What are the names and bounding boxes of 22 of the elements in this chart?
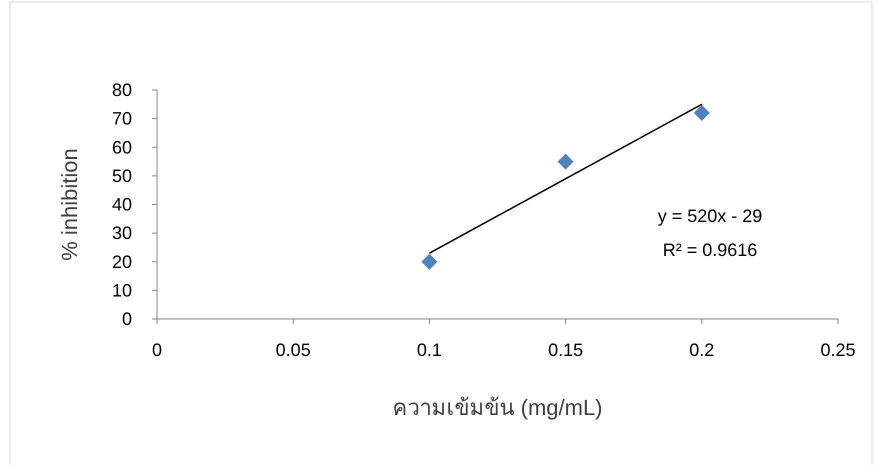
x-tick-label: 0.05 [276,340,311,360]
y-tick-label: 80 [112,80,132,100]
x-tick-label: 0.1 [416,340,442,360]
annotation: R² = 0.9616 [662,240,758,260]
y-tick-label: 40 [112,194,132,214]
y-tick-label: 0 [122,309,132,329]
point [558,154,574,170]
y-tick-label: 50 [112,166,132,186]
y-tick-label: 70 [112,108,132,129]
x-tick-label: 0 [152,340,162,360]
point [694,104,710,121]
x-tick-label: 0.15 [548,340,584,360]
x-tick-label: 0.25 [820,340,856,360]
x-tick-label: 0.2 [689,340,714,360]
point [421,254,438,270]
x-axis-title: ความเข้มข้น (mg/mL) [392,395,602,420]
annotation: y = 520x - 29 [658,206,762,226]
y-tick-label: 30 [112,223,132,244]
y-axis-title: % inhibition [57,148,82,261]
y-tick-label: 10 [112,280,132,300]
y-tick-label: 20 [112,252,132,272]
y-tick-label: 60 [112,137,132,158]
